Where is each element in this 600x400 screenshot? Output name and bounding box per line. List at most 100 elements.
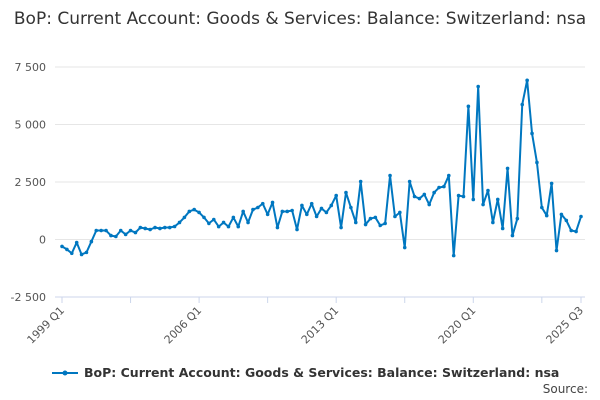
- data-point: [309, 201, 314, 206]
- data-point: [319, 206, 324, 211]
- data-point: [491, 220, 495, 225]
- data-point: [447, 173, 451, 178]
- data-point: [109, 233, 113, 238]
- data-point: [393, 214, 397, 219]
- data-point: [344, 190, 348, 195]
- data-point: [207, 221, 211, 226]
- data-point: [383, 221, 387, 226]
- data-point: [285, 209, 290, 214]
- data-point: [530, 131, 534, 136]
- data-point: [358, 179, 363, 184]
- data-point: [89, 239, 94, 244]
- data-point: [128, 228, 133, 233]
- data-point: [187, 209, 192, 214]
- legend[interactable]: BoP: Current Account: Goods & Services: …: [52, 365, 559, 380]
- data-point: [153, 225, 157, 230]
- data-point: [481, 202, 485, 207]
- x-tick-label: 2006 Q1: [162, 304, 205, 347]
- data-point: [559, 212, 564, 217]
- data-point: [520, 102, 525, 107]
- data-point: [339, 225, 343, 230]
- data-point: [324, 210, 329, 215]
- data-point: [407, 179, 412, 184]
- y-tick-label: 5 000: [15, 119, 47, 132]
- data-point: [549, 181, 554, 186]
- data-point: [569, 228, 574, 233]
- data-point: [216, 224, 221, 229]
- data-point: [84, 250, 89, 255]
- data-point: [486, 188, 490, 193]
- y-tick-label: -2 500: [11, 291, 46, 304]
- data-point: [74, 240, 79, 245]
- data-point: [133, 230, 138, 235]
- data-point: [300, 203, 304, 208]
- data-point: [505, 166, 510, 171]
- data-point: [398, 210, 402, 215]
- data-point: [241, 209, 245, 214]
- data-point: [466, 104, 471, 109]
- data-point: [442, 184, 446, 189]
- data-point: [417, 196, 422, 201]
- data-point: [437, 185, 441, 190]
- x-tick-label: 2025 Q3: [544, 304, 587, 347]
- legend-label: BoP: Current Account: Goods & Services: …: [84, 365, 560, 380]
- data-point: [295, 227, 299, 232]
- data-point: [461, 194, 466, 199]
- x-tick-label: 2013 Q1: [299, 304, 342, 347]
- data-point: [60, 244, 64, 249]
- data-point: [236, 224, 241, 229]
- data-point: [167, 225, 172, 230]
- data-point: [114, 234, 118, 239]
- data-point: [510, 233, 515, 238]
- data-point: [402, 245, 407, 250]
- data-point: [378, 223, 383, 228]
- data-point: [422, 192, 427, 197]
- chart-title: BoP: Current Account: Goods & Services: …: [13, 9, 587, 29]
- data-point: [515, 216, 520, 221]
- data-point: [579, 214, 583, 219]
- legend-line-icon: [52, 370, 78, 375]
- y-tick-label: 0: [39, 234, 46, 247]
- data-point: [525, 78, 529, 83]
- data-point: [251, 207, 255, 212]
- data-point: [388, 173, 392, 178]
- data-point: [69, 251, 74, 256]
- data-point: [412, 194, 417, 199]
- data-point: [471, 197, 476, 202]
- data-point: [535, 160, 539, 165]
- data-point: [564, 218, 569, 223]
- data-point: [275, 225, 280, 230]
- data-point: [123, 232, 128, 237]
- data-point: [177, 220, 182, 225]
- data-point: [270, 200, 275, 205]
- data-point: [94, 228, 99, 233]
- data-point: [476, 84, 480, 89]
- x-tick-label: 2020 Q1: [436, 304, 479, 347]
- data-point: [334, 193, 338, 198]
- data-point: [368, 216, 373, 221]
- data-point: [314, 214, 319, 219]
- data-point: [265, 212, 270, 217]
- data-point: [138, 225, 143, 230]
- data-point: [197, 210, 201, 215]
- data-point: [353, 220, 358, 225]
- data-point: [143, 226, 148, 231]
- data-point: [158, 226, 162, 231]
- data-point: [305, 212, 309, 217]
- data-point: [363, 222, 368, 227]
- data-point: [373, 215, 378, 220]
- data-point: [221, 220, 226, 225]
- data-point: [118, 228, 123, 233]
- data-point: [554, 248, 559, 253]
- data-point: [211, 217, 216, 222]
- data-point: [432, 190, 436, 195]
- data-point: [329, 203, 334, 208]
- data-point: [182, 215, 187, 220]
- data-point: [500, 226, 505, 231]
- data-point: [148, 227, 152, 232]
- data-point: [544, 213, 549, 218]
- data-point: [349, 205, 353, 210]
- data-point: [427, 202, 432, 207]
- data-point: [172, 224, 177, 229]
